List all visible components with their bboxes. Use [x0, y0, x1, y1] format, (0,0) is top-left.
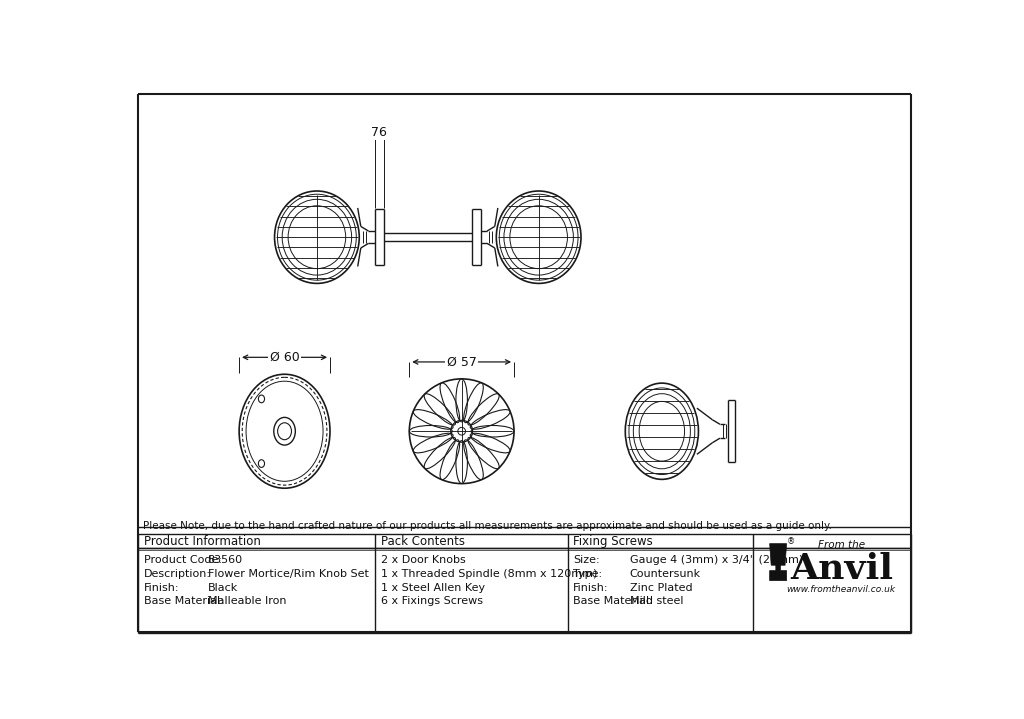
Text: Finish:: Finish:	[143, 582, 179, 592]
Text: Product Information: Product Information	[143, 535, 260, 548]
Text: Type:: Type:	[573, 569, 602, 579]
Text: Finish:: Finish:	[573, 582, 609, 592]
Text: Malleable Iron: Malleable Iron	[208, 596, 286, 606]
Text: Base Material:: Base Material:	[143, 596, 223, 606]
Text: Countersunk: Countersunk	[630, 569, 700, 579]
Text: 83560: 83560	[208, 555, 243, 565]
Text: Zinc Plated: Zinc Plated	[630, 582, 692, 592]
Text: Gauge 4 (3mm) x 3/4" (22mm): Gauge 4 (3mm) x 3/4" (22mm)	[630, 555, 803, 565]
Text: ®: ®	[787, 538, 796, 546]
Text: Description:: Description:	[143, 569, 211, 579]
Text: Anvil: Anvil	[790, 552, 893, 586]
Text: From the: From the	[818, 540, 865, 550]
Polygon shape	[770, 544, 786, 581]
Text: 2 x Door Knobs: 2 x Door Knobs	[381, 555, 466, 565]
Text: 6 x Fixings Screws: 6 x Fixings Screws	[381, 596, 482, 606]
Text: Pack Contents: Pack Contents	[381, 535, 465, 548]
Text: 1 x Steel Allen Key: 1 x Steel Allen Key	[381, 582, 485, 592]
Text: Base Material:: Base Material:	[573, 596, 653, 606]
Text: Ø 60: Ø 60	[269, 351, 299, 364]
Text: Black: Black	[208, 582, 238, 592]
Text: Ø 57: Ø 57	[446, 355, 476, 368]
Text: 1 x Threaded Spindle (8mm x 120mm): 1 x Threaded Spindle (8mm x 120mm)	[381, 569, 597, 579]
Text: Fixing Screws: Fixing Screws	[573, 535, 653, 548]
Text: www.fromtheanvil.co.uk: www.fromtheanvil.co.uk	[786, 585, 896, 595]
Text: Mild steel: Mild steel	[630, 596, 683, 606]
Text: Product Code:: Product Code:	[143, 555, 221, 565]
Text: Please Note, due to the hand crafted nature of our products all measurements are: Please Note, due to the hand crafted nat…	[143, 521, 831, 531]
Text: 76: 76	[372, 126, 387, 139]
Text: Flower Mortice/Rim Knob Set: Flower Mortice/Rim Knob Set	[208, 569, 369, 579]
Text: Size:: Size:	[573, 555, 600, 565]
